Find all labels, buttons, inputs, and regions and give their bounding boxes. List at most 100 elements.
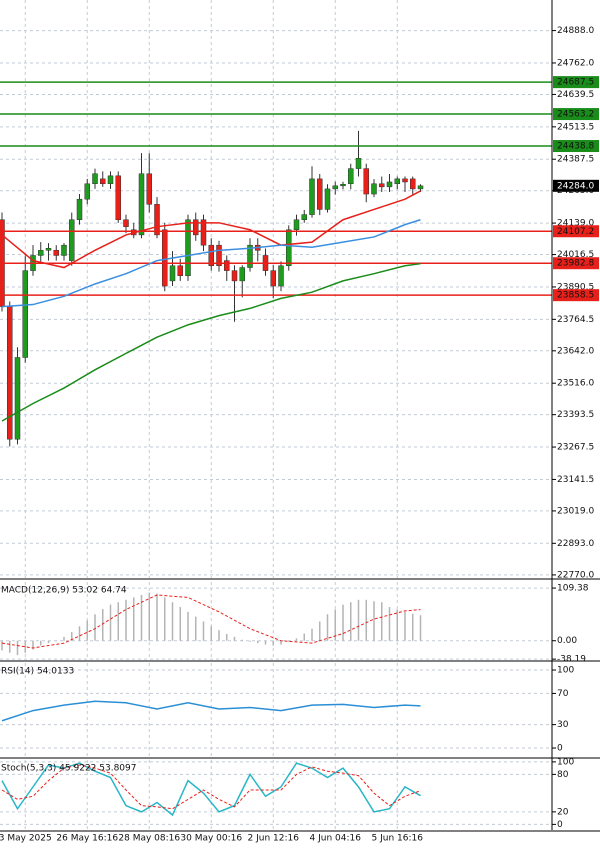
x-tick-label: 3 May 2025 (0, 834, 52, 844)
candle-body (69, 219, 75, 261)
indicator-line (1, 219, 421, 308)
histogram-bar (233, 636, 236, 641)
x-tick-label: 28 May 08:16 (118, 834, 180, 844)
histogram-bar (326, 614, 329, 641)
histogram-bar (86, 620, 88, 641)
candle-body (224, 260, 230, 271)
candle-body (61, 244, 67, 256)
histogram-bar (226, 634, 228, 641)
candle-body (38, 250, 44, 256)
candle-body (100, 178, 106, 185)
level-label: 24563.2 (557, 110, 594, 120)
histogram-bar (303, 633, 305, 641)
candle-body (154, 204, 160, 236)
level-label-box (553, 289, 599, 302)
x-tick-label: 30 May 00:16 (180, 834, 242, 844)
candle-body (340, 184, 346, 187)
histogram-bar (148, 592, 150, 641)
histogram-bar (295, 638, 298, 641)
histogram-bar (63, 636, 65, 641)
histogram-bar (156, 593, 158, 641)
y-tick-label: 23516.0 (557, 379, 594, 389)
panel-title: RSI(14) 54.0133 (1, 667, 74, 677)
histogram-bar (102, 608, 104, 641)
indicator-line (1, 594, 421, 649)
y-tick-label: 100 (557, 666, 574, 676)
y-tick-label: 23267.5 (557, 443, 594, 453)
level-label: 23982.8 (557, 259, 594, 269)
indicator-line (1, 262, 421, 422)
x-tick-label: 4 Jun 04:16 (310, 834, 362, 844)
candle-body (7, 306, 13, 440)
y-tick-label: 80 (557, 770, 569, 780)
candle-body (208, 244, 214, 266)
level-label: 23858.5 (557, 291, 594, 301)
candle-body (394, 178, 400, 185)
indicator-line (1, 762, 421, 817)
histogram-bar (16, 640, 19, 656)
histogram-bar (342, 604, 344, 641)
histogram-bar (264, 640, 267, 645)
candle-body (185, 219, 191, 277)
histogram-bar (319, 621, 321, 641)
candle-body (76, 198, 83, 220)
candle-body (193, 219, 199, 236)
candle-body (138, 173, 145, 236)
candle-body (92, 173, 98, 185)
candle-body (200, 219, 207, 246)
histogram-bar (1, 640, 3, 651)
y-tick-label: 0 (557, 820, 563, 830)
candle-body (270, 270, 276, 287)
histogram-bar (210, 626, 212, 641)
histogram-bar (280, 640, 282, 645)
histogram-bar (47, 640, 50, 644)
y-tick-label: 20 (557, 807, 569, 817)
histogram-bar (32, 640, 34, 650)
candle-body (247, 244, 253, 268)
histogram-bar (419, 615, 422, 641)
histogram-bar (257, 640, 259, 644)
y-tick-label: 23019.0 (557, 506, 594, 516)
histogram-bar (241, 639, 243, 641)
panel-title: Stoch(5,3,3) 45.9222 53.8097 (1, 764, 136, 774)
y-tick-label: 24139.0 (557, 219, 594, 229)
candle-body (169, 265, 176, 282)
y-tick-label: 23393.5 (557, 410, 594, 420)
candle-body (231, 270, 238, 282)
y-tick-label: 24888.0 (557, 26, 594, 36)
candle-body (371, 183, 377, 195)
x-tick-label: 2 Jun 12:16 (248, 834, 300, 844)
candle-body (162, 229, 168, 287)
candle-body (239, 267, 245, 282)
candle-body (363, 168, 369, 195)
histogram-bar (357, 599, 360, 641)
histogram-bar (133, 597, 135, 641)
level-label-box (553, 76, 599, 89)
y-tick-label: 24387.5 (557, 155, 594, 165)
candle-body (379, 183, 385, 188)
candle-body (115, 175, 121, 220)
level-label: 24107.2 (557, 227, 594, 237)
level-label: 24687.5 (557, 78, 594, 88)
histogram-bar (381, 602, 383, 641)
y-tick-label: 22893.0 (557, 539, 594, 549)
x-tick-label: 26 May 16:16 (56, 834, 118, 844)
histogram-bar (171, 602, 174, 641)
candle-body (107, 175, 114, 185)
y-tick-label: 0.00 (557, 636, 577, 646)
histogram-bar (117, 602, 119, 641)
histogram-bar (365, 599, 367, 641)
histogram-bar (272, 640, 274, 646)
level-label-box (553, 140, 599, 153)
candle-body (177, 265, 183, 277)
last-price-label: 24284.0 (557, 181, 594, 191)
candle-body (278, 265, 284, 287)
candle-body (410, 178, 416, 190)
histogram-bar (94, 614, 96, 641)
y-tick-label: 24016.5 (557, 250, 594, 260)
y-tick-label: 70 (557, 689, 569, 699)
histogram-bar (179, 607, 181, 641)
histogram-bar (40, 640, 42, 646)
